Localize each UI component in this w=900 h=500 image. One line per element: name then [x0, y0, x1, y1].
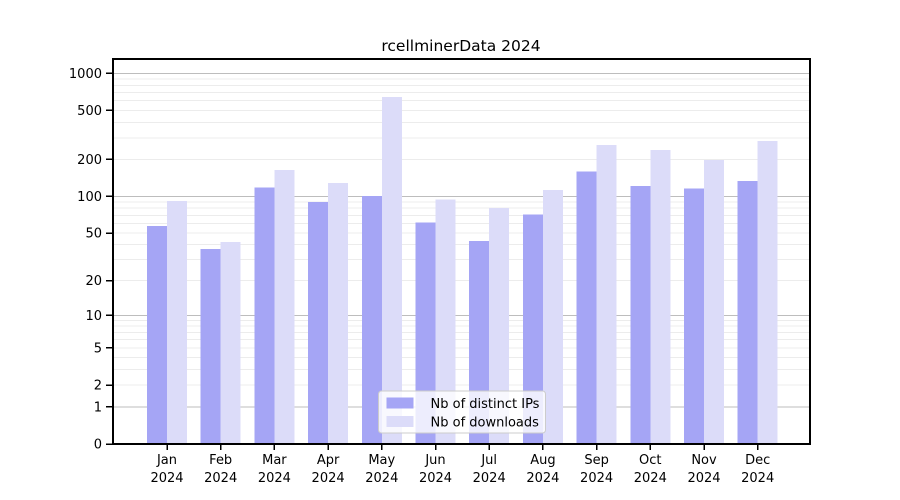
y-tick-label: 0 [94, 438, 102, 453]
legend-box [378, 390, 546, 434]
x-tick-label-year: 2024 [365, 471, 398, 486]
x-tick-label-year: 2024 [473, 471, 506, 486]
bar-downloads-jan [167, 200, 187, 444]
x-tick-label-month: Jul [480, 453, 497, 468]
bar-downloads-may [381, 97, 402, 444]
chart-title: rcellminerData 2024 [381, 37, 540, 55]
bar-downloads-mar [274, 170, 295, 445]
y-tick-label: 100 [77, 190, 102, 205]
bar-distinct-ips-nov [684, 188, 704, 444]
bar-downloads-feb [220, 242, 241, 444]
legend-label-distinct-ips: Nb of distinct IPs [431, 397, 540, 412]
bar-downloads-nov [704, 159, 724, 444]
x-tick-label-month: Jun [424, 453, 445, 468]
bar-downloads-dec [757, 141, 778, 444]
x-tick-label-year: 2024 [741, 471, 774, 486]
bar-distinct-ips-dec [737, 181, 758, 444]
axis-layer: 0 1 2 5 10 20 50 100 200 500 1000 Jan 2024 Feb 2024 Mar… [69, 58, 811, 486]
bar-distinct-ips-aug [522, 214, 543, 444]
x-tick-label-month: May [368, 453, 395, 468]
y-tick-label: 1 [94, 400, 102, 415]
x-tick-label-year: 2024 [580, 471, 613, 486]
y-tick-label: 10 [85, 309, 102, 324]
x-tick-label-month: Sep [584, 453, 609, 468]
legend: Nb of distinct IPs Nb of downloads [378, 390, 546, 434]
y-tick-label: 200 [77, 153, 102, 168]
y-tick-label: 20 [85, 274, 102, 289]
bar-downloads-jul [489, 208, 510, 444]
x-tick-label-month: Dec [745, 453, 770, 468]
x-tick-label-month: Mar [262, 453, 287, 468]
bar-downloads-apr [328, 183, 349, 444]
plot-frame [112, 58, 811, 445]
legend-label-downloads: Nb of downloads [431, 416, 540, 431]
bar-downloads-sep [596, 145, 617, 444]
bar-distinct-ips-oct [630, 186, 651, 444]
x-tick-label-month: Nov [691, 453, 717, 468]
x-tick-label-year: 2024 [204, 471, 237, 486]
x-tick-label-year: 2024 [526, 471, 559, 486]
y-tick-label: 2 [94, 379, 102, 394]
x-tick-label-year: 2024 [258, 471, 291, 486]
x-tick-label-month: Aug [530, 453, 555, 468]
x-tick-label-year: 2024 [312, 471, 345, 486]
bars-layer [147, 97, 778, 445]
bar-distinct-ips-may [361, 195, 382, 444]
y-tick-label: 1000 [69, 67, 102, 82]
y-tick-label: 5 [94, 341, 102, 356]
y-tick-label: 50 [85, 227, 102, 242]
bar-downloads-oct [650, 150, 671, 445]
bar-downloads-jun [435, 199, 456, 444]
bar-distinct-ips-feb [200, 248, 221, 444]
x-tick-label-year: 2024 [150, 471, 183, 486]
bar-downloads-aug [542, 189, 563, 444]
x-tick-label-year: 2024 [419, 471, 452, 486]
x-tick-label-month: Apr [317, 453, 340, 468]
x-tick-label-year: 2024 [634, 471, 667, 486]
bar-distinct-ips-mar [254, 187, 275, 445]
bar-distinct-ips-apr [308, 201, 329, 444]
bar-distinct-ips-jan [147, 226, 167, 444]
x-tick-label-year: 2024 [687, 471, 720, 486]
x-tick-label-month: Jan [156, 453, 177, 468]
x-tick-label-month: Oct [639, 453, 661, 468]
legend-swatch-distinct-ips [386, 397, 414, 409]
bar-distinct-ips-sep [576, 171, 597, 444]
bar-distinct-ips-jun [415, 222, 436, 444]
y-tick-label: 500 [77, 104, 102, 119]
legend-swatch-downloads [386, 416, 414, 427]
x-tick-label-month: Feb [209, 453, 232, 468]
